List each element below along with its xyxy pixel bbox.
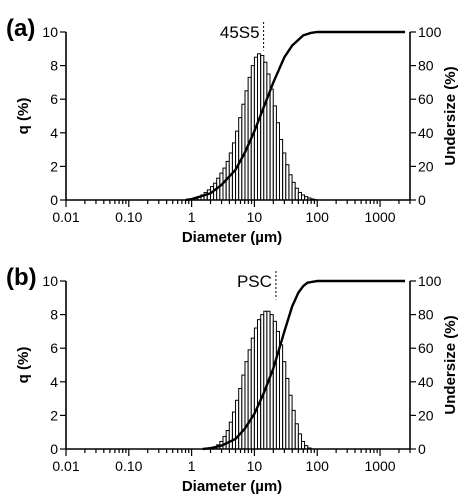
histogram-bar — [241, 374, 246, 450]
y2-axis-title: Undersize (%) — [442, 315, 459, 414]
y2-tick-label: 60 — [418, 340, 434, 356]
x-tick-label: 1 — [188, 209, 196, 225]
y-tick-label: 4 — [50, 125, 58, 141]
y2-tick-label: 100 — [418, 273, 442, 289]
undersize-curve — [185, 30, 406, 202]
y-tick-label: 8 — [50, 58, 58, 74]
y-tick-label: 10 — [42, 24, 58, 40]
y-tick-label: 10 — [42, 273, 58, 289]
x-tick-label: 0.10 — [115, 209, 142, 225]
y2-tick-label: 0 — [418, 441, 426, 457]
y2-axis-title: Undersize (%) — [442, 66, 459, 165]
x-tick-label: 1000 — [364, 458, 395, 474]
y-tick-label: 2 — [50, 407, 58, 423]
y-tick-label: 6 — [50, 340, 58, 356]
undersize-curve — [202, 279, 406, 451]
x-axis-title: Diameter (µm) — [182, 478, 282, 495]
histogram-bar — [257, 319, 262, 450]
x-tick-label: 0.01 — [52, 458, 79, 474]
x-tick-label: 0.01 — [52, 209, 79, 225]
sample-label: 45S5 — [220, 23, 260, 42]
y-tick-label: 8 — [50, 307, 58, 323]
y-tick-label: 2 — [50, 158, 58, 174]
histogram-bar — [285, 164, 290, 201]
y-tick-label: 0 — [50, 441, 58, 457]
y2-tick-label: 60 — [418, 91, 434, 107]
x-tick-label: 1 — [188, 458, 196, 474]
y2-tick-label: 20 — [418, 407, 434, 423]
y2-tick-label: 20 — [418, 158, 434, 174]
histogram-bar — [269, 88, 274, 201]
x-tick-label: 0.10 — [115, 458, 142, 474]
histogram-bar — [279, 344, 284, 450]
y2-tick-label: 80 — [418, 58, 434, 74]
x-tick-label: 100 — [306, 209, 330, 225]
y2-tick-label: 40 — [418, 125, 434, 141]
histogram-bar — [238, 388, 243, 450]
y-tick-label: 0 — [50, 192, 58, 208]
y-axis-title: q (%) — [15, 347, 32, 384]
sample-label: PSC — [237, 272, 272, 291]
histogram-bar — [247, 349, 252, 450]
histogram-bar — [285, 377, 290, 450]
histogram-bar — [279, 139, 284, 201]
x-axis-title: Diameter (µm) — [182, 229, 282, 246]
y-tick-label: 6 — [50, 91, 58, 107]
panel-label: (b) — [6, 264, 37, 291]
x-tick-label: 10 — [247, 458, 263, 474]
panel-label: (a) — [6, 15, 35, 42]
x-tick-label: 100 — [306, 458, 330, 474]
histogram-bar — [291, 181, 296, 201]
histogram-bar — [235, 399, 240, 450]
y2-tick-label: 0 — [418, 192, 426, 208]
histogram-bar — [250, 337, 255, 450]
histogram-bar — [228, 421, 233, 450]
histogram-bar — [297, 191, 302, 201]
histogram-bar — [257, 53, 262, 201]
y-axis-title: q (%) — [15, 98, 32, 135]
histogram-bar — [301, 440, 306, 450]
histogram-bar — [291, 409, 296, 450]
y2-tick-label: 80 — [418, 307, 434, 323]
y2-tick-label: 40 — [418, 374, 434, 390]
x-tick-label: 10 — [247, 209, 263, 225]
y2-tick-label: 100 — [418, 24, 442, 40]
histogram-bar — [269, 314, 274, 450]
histogram-bar — [297, 433, 302, 450]
x-tick-label: 1000 — [364, 209, 395, 225]
y-tick-label: 4 — [50, 374, 58, 390]
